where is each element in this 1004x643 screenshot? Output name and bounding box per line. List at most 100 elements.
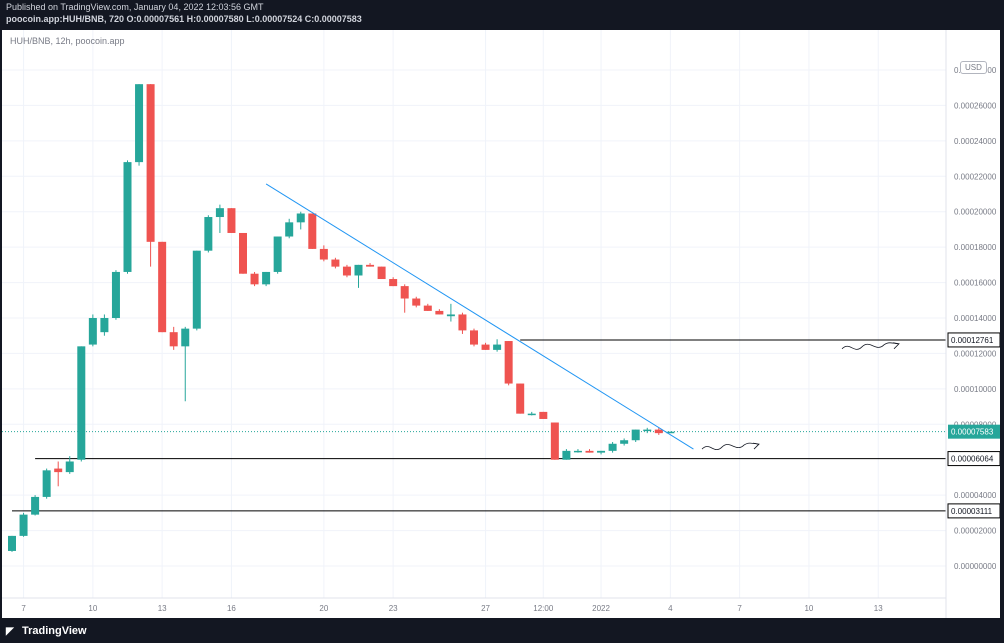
published-text: Published on TradingView.com, January 04… — [6, 2, 264, 12]
candle — [620, 438, 629, 446]
x-tick-label: 7 — [737, 604, 742, 613]
candle-body — [8, 535, 16, 551]
candle-body — [377, 266, 386, 280]
candle-body — [389, 279, 398, 287]
candle-body — [539, 411, 548, 419]
candle-body — [550, 422, 559, 460]
candle — [470, 328, 478, 347]
candle — [42, 468, 51, 499]
candle-body — [608, 443, 617, 451]
y-tick-label: 0.00020000 — [954, 208, 997, 217]
candle — [285, 218, 294, 239]
candle-body — [354, 264, 363, 276]
candle — [423, 303, 432, 311]
x-tick-label: 23 — [389, 604, 398, 613]
candle-body — [481, 344, 490, 350]
candle — [135, 84, 144, 166]
x-tick-label: 16 — [227, 604, 236, 613]
candle-body — [585, 450, 594, 453]
candle — [573, 449, 582, 453]
y-tick-label: 0.00000000 — [954, 562, 997, 571]
current-price-label: 0.00007583 — [951, 428, 994, 437]
candle — [342, 264, 351, 278]
arrow-annotation-lower — [701, 442, 759, 451]
candle-body — [273, 236, 282, 272]
candle — [146, 84, 155, 267]
candle — [377, 266, 386, 280]
candle-body — [412, 298, 421, 306]
candle-body — [516, 383, 525, 414]
candle — [123, 160, 132, 274]
candle — [239, 232, 247, 274]
arrow-annotation-upper — [841, 342, 899, 350]
candle-body — [135, 84, 144, 163]
candle-body — [65, 461, 74, 473]
candle — [65, 456, 74, 474]
ohlc-high: 0.00007580 — [196, 14, 244, 24]
candle — [527, 411, 536, 416]
candle — [19, 512, 28, 537]
x-tick-label: 12:00 — [533, 604, 554, 613]
symbol-line: poocoin.app:HUH/BNB, 720 — [6, 14, 125, 24]
y-tick-label: 0.00014000 — [954, 314, 997, 323]
candle — [111, 270, 120, 320]
candle — [504, 341, 513, 386]
candle-body — [100, 318, 109, 333]
candle-body — [42, 470, 51, 497]
candle-body — [285, 222, 294, 237]
candle — [550, 422, 559, 460]
candle-body — [19, 514, 28, 536]
tv-logo-icon: ◤ — [6, 626, 14, 637]
candle — [516, 383, 525, 414]
candle-body — [562, 450, 571, 460]
candle — [204, 215, 213, 253]
candle-body — [342, 266, 351, 276]
currency-button[interactable]: USD — [960, 61, 987, 74]
y-tick-label: 0.00026000 — [954, 101, 997, 110]
candle-body — [400, 286, 409, 299]
tradingview-logo: ◤ TradingView — [6, 625, 87, 637]
trendline-group — [265, 183, 694, 450]
candle — [227, 208, 236, 233]
candle — [597, 450, 606, 455]
candle-body — [227, 208, 236, 233]
candle-body — [158, 241, 167, 333]
candle-body — [319, 248, 328, 260]
footer-bar: ◤ TradingView — [0, 622, 1004, 643]
y-tick-label: 0.00016000 — [954, 279, 997, 288]
x-tick-label: 10 — [804, 604, 813, 613]
candle-body — [654, 429, 663, 434]
candle — [654, 427, 663, 435]
candle — [250, 271, 259, 287]
candle — [192, 250, 201, 331]
candle — [400, 284, 409, 313]
candle-body — [666, 431, 675, 434]
footer-brand: TradingView — [22, 625, 87, 637]
candle — [354, 264, 363, 288]
candle-body — [527, 413, 536, 416]
candle-body — [123, 162, 132, 272]
level-price-label: 0.00006064 — [951, 455, 994, 464]
x-tick-label: 2022 — [592, 604, 610, 613]
candle-body — [331, 259, 340, 267]
header-bar: Published on TradingView.com, January 04… — [0, 0, 1004, 28]
y-tick-label: 0.00022000 — [954, 172, 997, 181]
grid-lines — [2, 30, 946, 598]
candle — [412, 296, 421, 308]
candle-body — [470, 330, 478, 345]
arrow-annotation-lower-head — [752, 442, 760, 450]
candle — [262, 271, 271, 287]
y-tick-label: 0.00004000 — [954, 491, 997, 500]
candle — [88, 314, 97, 347]
candle — [169, 326, 178, 350]
candle — [308, 213, 317, 249]
candle — [100, 314, 109, 336]
horizontal-levels — [2, 339, 946, 512]
candle-body — [181, 328, 190, 347]
candle-body — [597, 450, 606, 453]
candle — [215, 204, 224, 233]
candle-body — [573, 450, 582, 453]
y-tick-label: 0.00002000 — [954, 527, 997, 536]
